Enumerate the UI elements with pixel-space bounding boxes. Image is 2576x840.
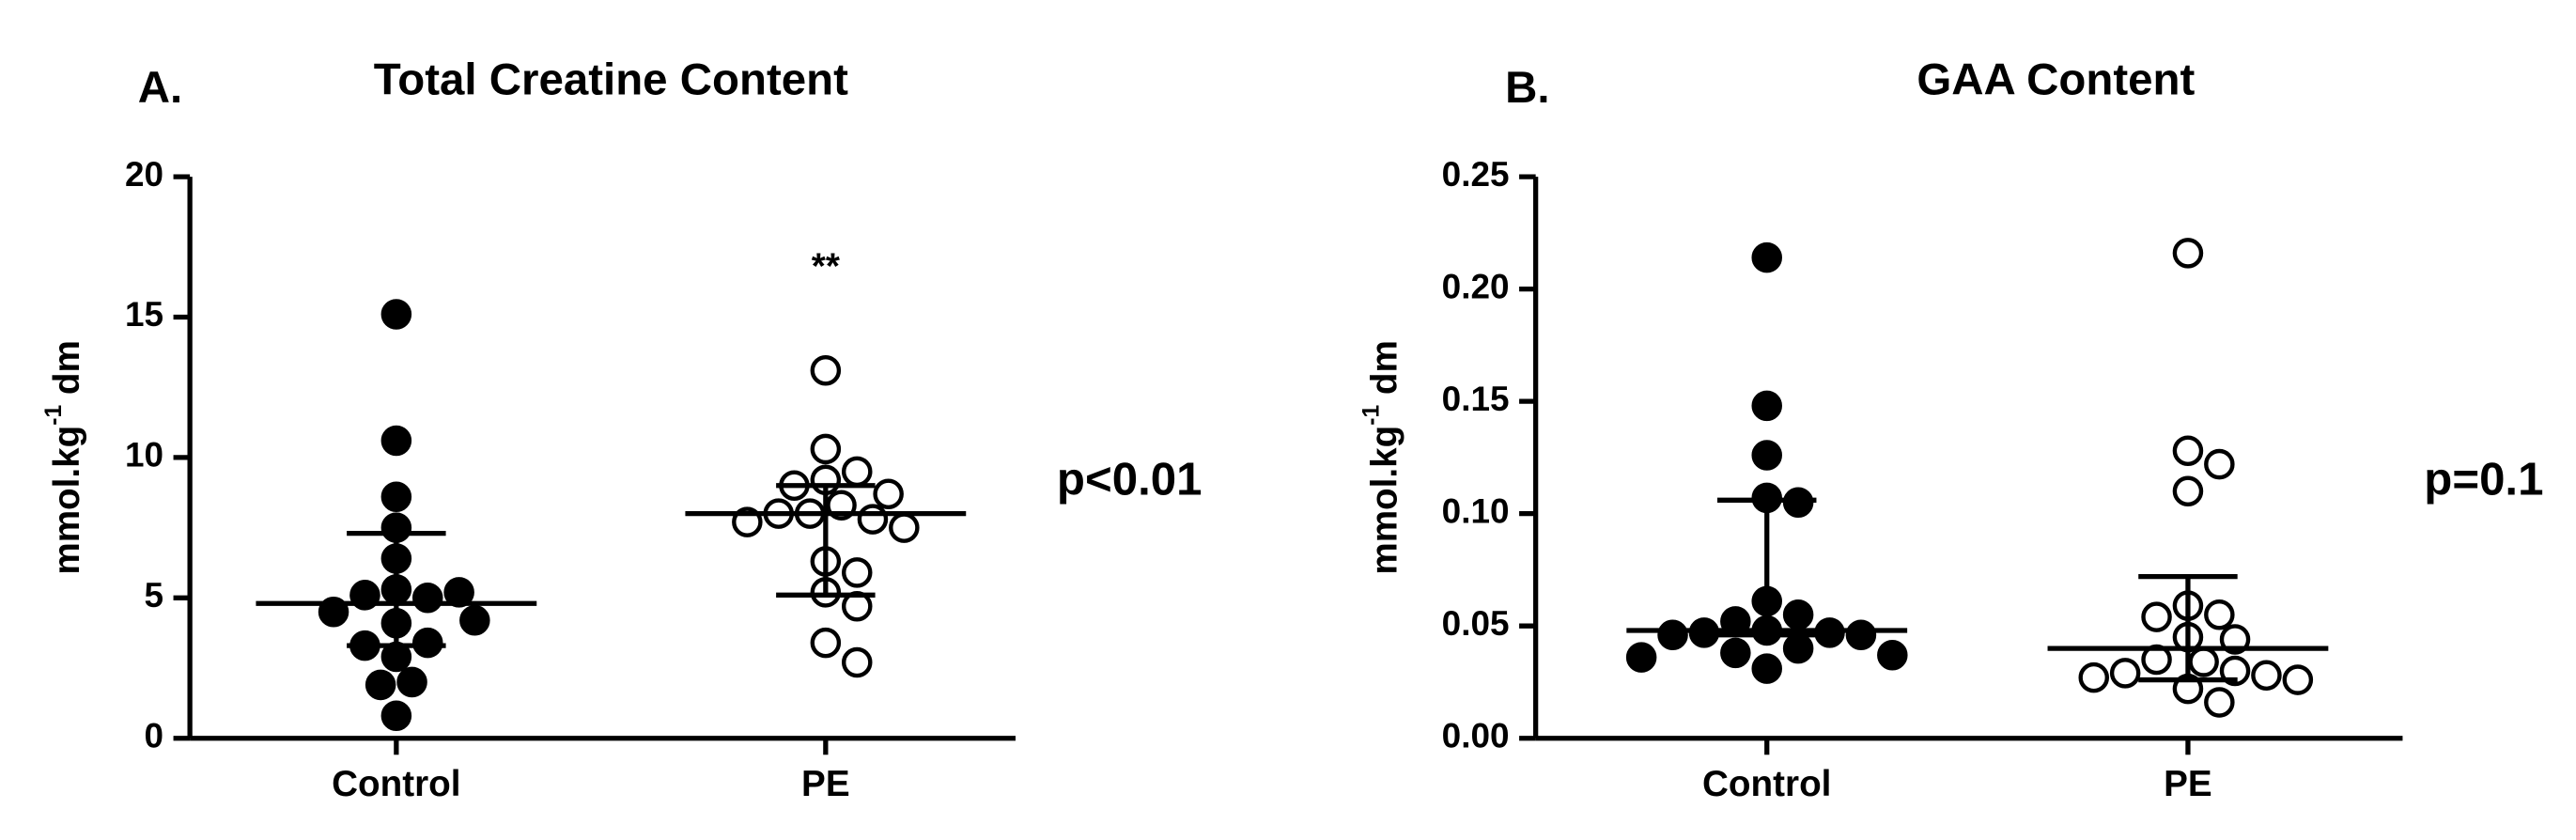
y-tick-label: 15 <box>125 295 163 334</box>
data-point <box>1877 640 1908 671</box>
data-point <box>1751 653 1782 684</box>
data-point <box>411 583 443 614</box>
data-point <box>2109 658 2141 689</box>
y-tick-label: 0.15 <box>1442 380 1510 418</box>
data-point <box>2204 448 2235 480</box>
y-axis-label: mmol.kg-1 dm <box>41 340 88 575</box>
y-axis-label-suffix: dm <box>1365 340 1405 395</box>
y-axis-label: mmol.kg-1 dm <box>1358 340 1405 575</box>
data-point <box>889 512 920 543</box>
data-point <box>1845 619 1877 651</box>
y-axis-label-suffix: dm <box>47 340 87 395</box>
data-point <box>2172 238 2204 269</box>
y-tick-label: 0.20 <box>1442 267 1510 305</box>
data-point <box>2188 646 2219 677</box>
p-value: p<0.01 <box>1057 453 1203 505</box>
data-point <box>841 456 873 488</box>
data-point <box>380 299 412 330</box>
data-point <box>810 627 842 659</box>
data-point <box>1751 440 1782 471</box>
data-point <box>2172 475 2204 507</box>
x-tick-label: PE <box>2164 764 2212 804</box>
data-point <box>1782 632 1814 664</box>
y-axis-label-spacer <box>1365 395 1405 405</box>
data-point <box>365 669 396 701</box>
y-tick-label: 10 <box>125 436 163 474</box>
data-point <box>873 478 904 510</box>
panel-label: B. <box>1505 63 1549 113</box>
y-tick-label: 0.00 <box>1442 716 1510 754</box>
data-point <box>459 604 490 636</box>
chart-title: GAA Content <box>1916 54 2195 104</box>
data-point <box>2141 601 2172 632</box>
data-point <box>857 504 889 535</box>
x-tick-label: Control <box>1702 764 1831 804</box>
y-axis-label-spacer <box>47 395 87 405</box>
data-point <box>2204 687 2235 718</box>
chart-title: Total Creatine Content <box>374 54 848 104</box>
y-tick-label: 5 <box>144 576 163 614</box>
x-tick-label: PE <box>801 764 850 804</box>
y-tick-label: 0 <box>144 716 163 754</box>
data-point <box>2172 435 2204 466</box>
y-tick-label: 0.05 <box>1442 604 1510 643</box>
data-point <box>1782 599 1814 630</box>
data-point <box>1657 619 1688 651</box>
y-tick-label: 20 <box>125 155 163 194</box>
data-point <box>396 666 427 698</box>
y-tick-label: 0.25 <box>1442 155 1510 194</box>
data-point <box>841 646 873 678</box>
data-point <box>1625 642 1657 673</box>
data-point <box>810 355 842 386</box>
data-point <box>1751 390 1782 422</box>
data-point <box>380 425 412 457</box>
data-point <box>2204 599 2235 630</box>
data-point <box>2251 660 2282 692</box>
data-point <box>2282 664 2314 695</box>
p-value: p=0.1 <box>2424 453 2543 505</box>
y-axis-label-sup: -1 <box>1358 405 1384 426</box>
y-axis-label-text: mmol.kg <box>1365 426 1405 575</box>
data-point <box>841 557 873 588</box>
y-axis-label-sup: -1 <box>41 405 67 426</box>
significance-mark: ** <box>812 247 840 288</box>
data-point <box>380 700 412 732</box>
data-point <box>380 481 412 512</box>
data-point <box>1751 241 1782 273</box>
x-tick-label: Control <box>332 764 460 804</box>
data-point <box>810 433 842 465</box>
data-point <box>1720 637 1751 669</box>
y-axis-label-text: mmol.kg <box>47 426 87 575</box>
y-tick-label: 0.10 <box>1442 491 1510 530</box>
data-point <box>411 627 443 659</box>
data-point <box>2078 661 2110 693</box>
panel-label: A. <box>138 63 182 113</box>
